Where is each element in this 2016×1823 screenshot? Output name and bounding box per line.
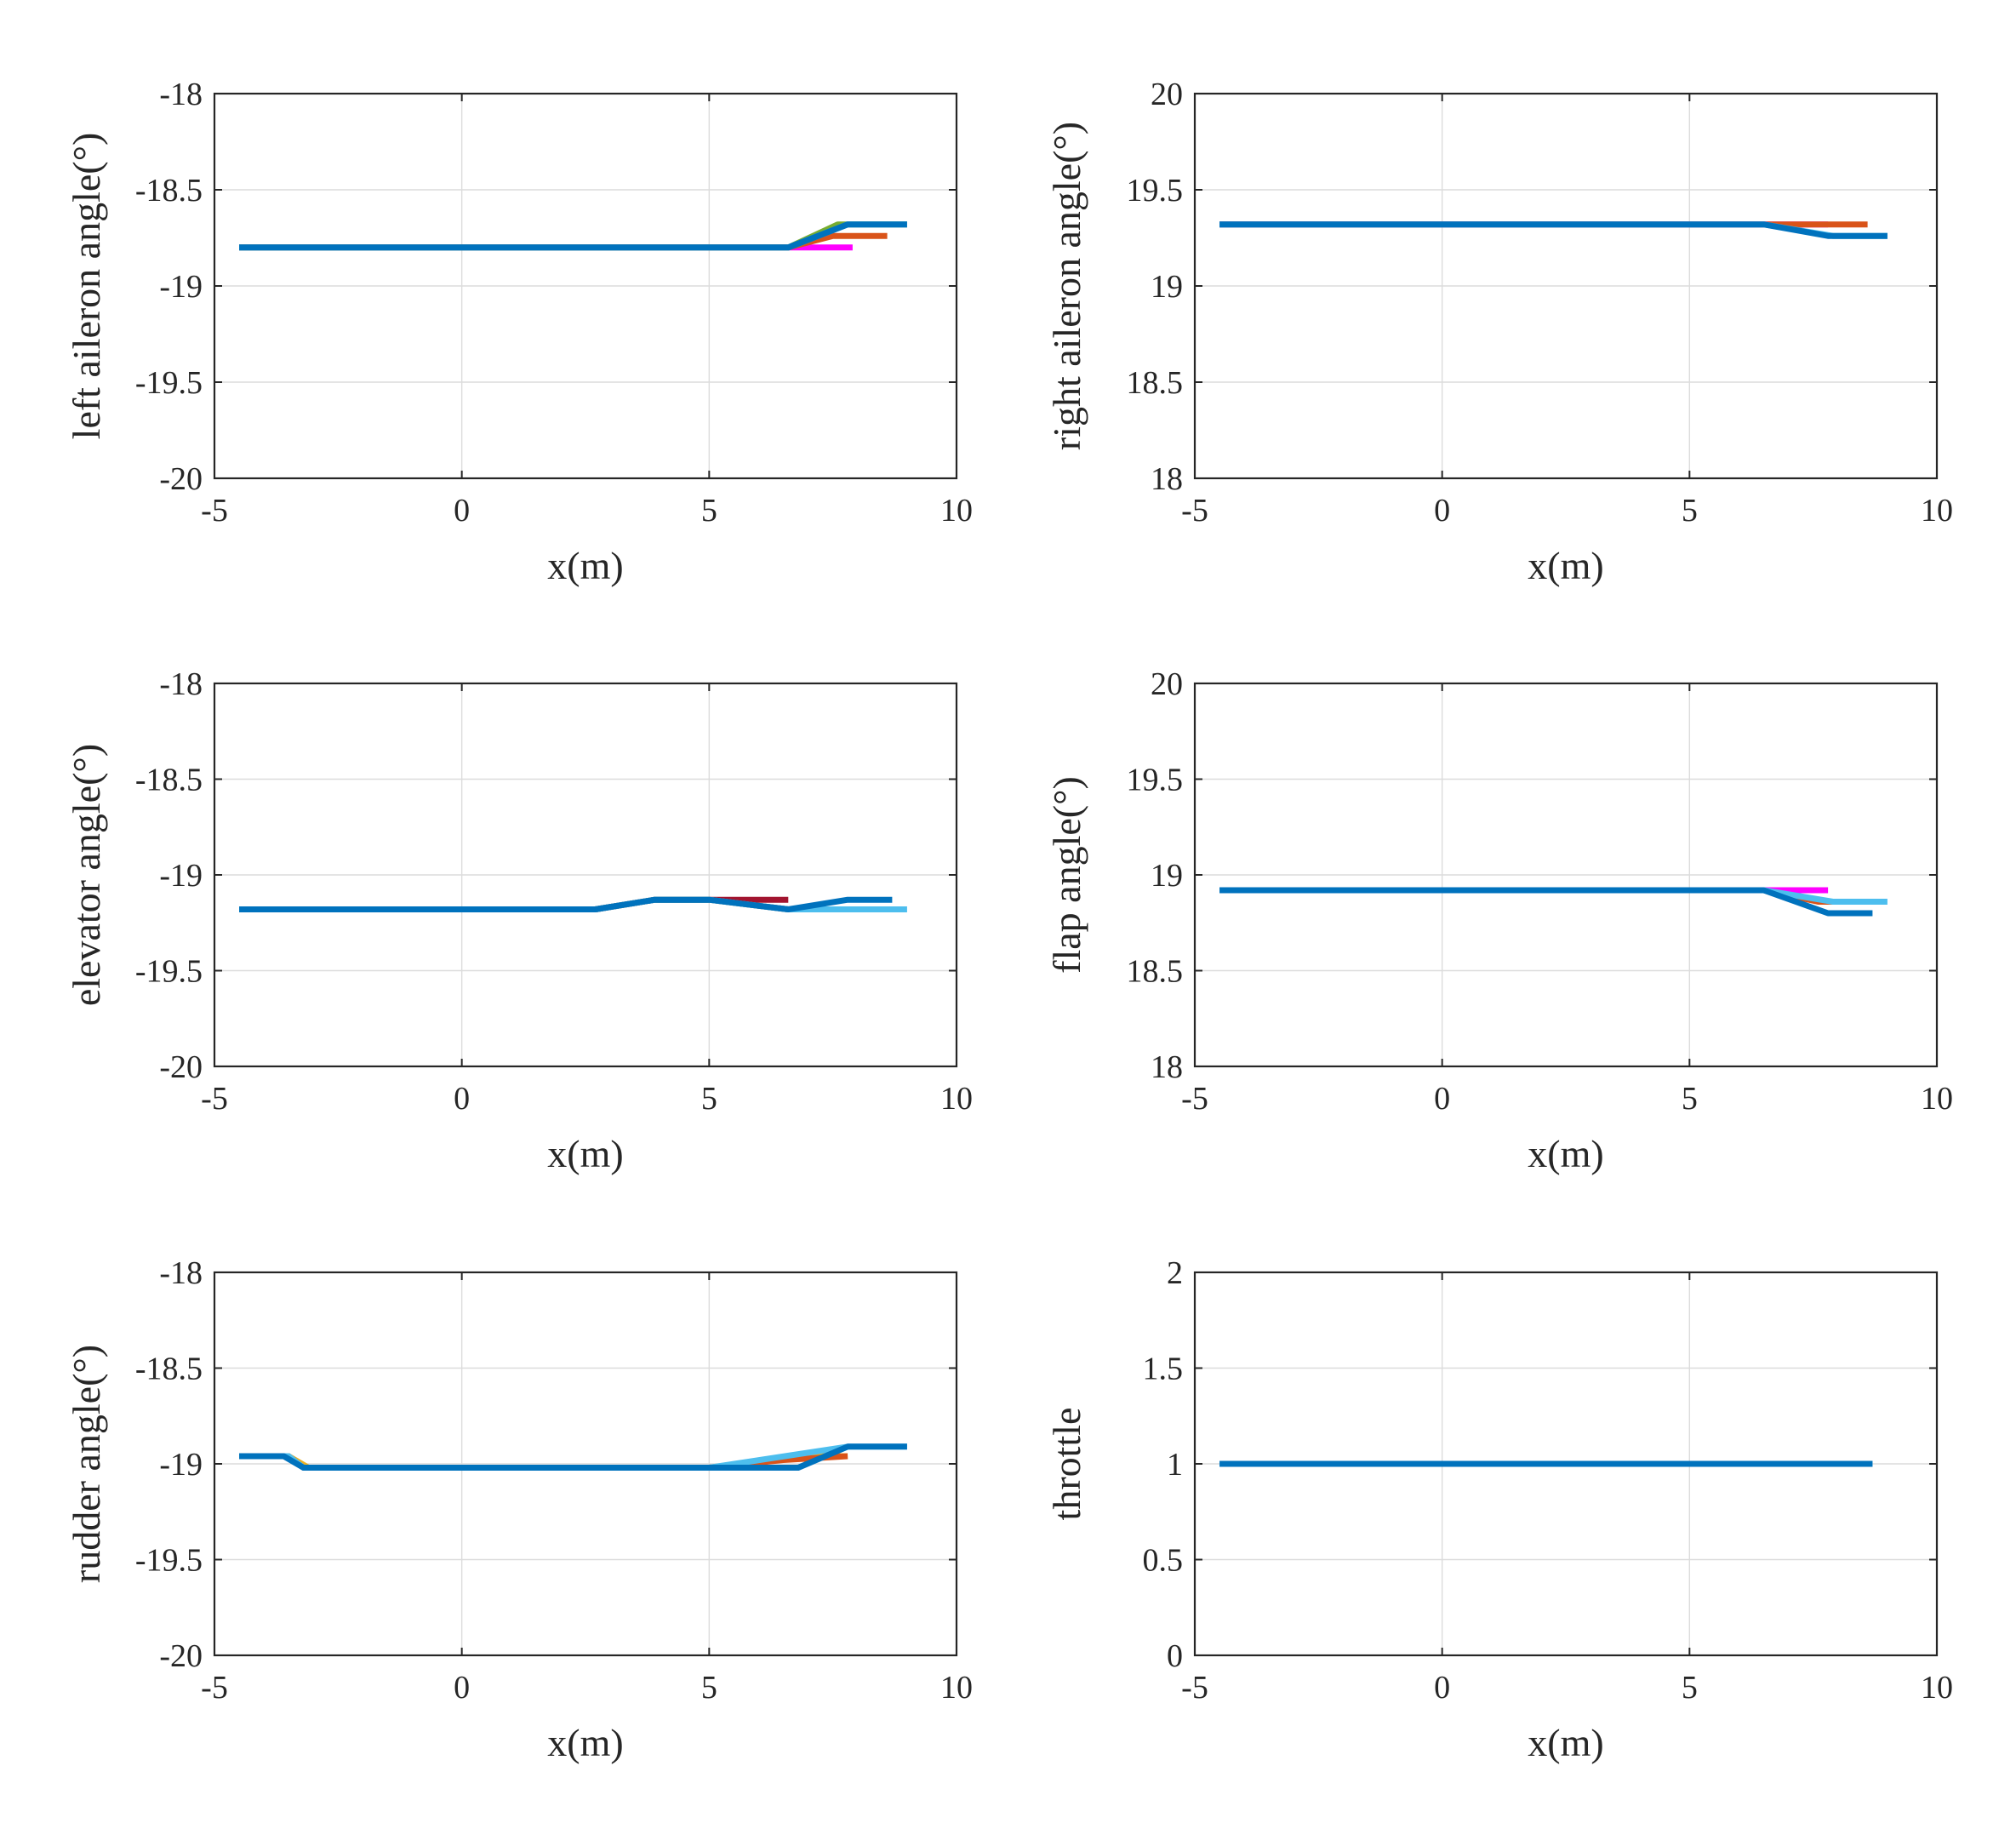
y-tick-label: -19.5 (135, 954, 203, 990)
y-tick-label: -19.5 (135, 1543, 203, 1579)
y-tick-label: -20 (159, 1049, 203, 1085)
y-tick-label: -18.5 (135, 763, 203, 798)
y-tick-label: -18 (159, 77, 203, 112)
x-axis-label: x(m) (547, 1721, 623, 1764)
x-tick-label: 0 (454, 1081, 470, 1117)
y-tick-label: 18 (1151, 461, 1183, 497)
y-tick-label: 20 (1151, 666, 1183, 702)
series-line-run4 (1219, 887, 1873, 917)
y-tick-label: 18 (1151, 1049, 1183, 1085)
x-tick-label: 10 (1921, 1670, 1953, 1706)
x-tick-label: 0 (454, 1670, 470, 1706)
y-tick-label: -20 (159, 461, 203, 497)
x-tick-label: 5 (1682, 1081, 1698, 1117)
y-tick-label: -19 (159, 858, 203, 894)
x-tick-label: -5 (1181, 1670, 1208, 1706)
y-tick-label: 19 (1151, 269, 1183, 305)
x-tick-label: 10 (940, 1670, 973, 1706)
series-line-run6 (239, 221, 907, 251)
x-axis-label: x(m) (547, 544, 623, 587)
y-tick-label: -18.5 (135, 1352, 203, 1387)
x-tick-label: 10 (1921, 493, 1953, 529)
x-tick-label: 5 (701, 493, 717, 529)
y-tick-label: -19 (159, 269, 203, 305)
y-axis-label: flap angle(°) (1045, 776, 1088, 974)
y-axis-label: left aileron angle(°) (65, 133, 108, 440)
x-tick-label: 0 (454, 493, 470, 529)
y-axis-label: elevator angle(°) (65, 744, 108, 1006)
y-tick-label: -18.5 (135, 173, 203, 209)
y-tick-label: 0 (1167, 1638, 1183, 1674)
y-tick-label: -19 (159, 1447, 203, 1483)
series-line-run5 (239, 896, 893, 912)
x-tick-label: 0 (1434, 493, 1450, 529)
y-tick-label: 1 (1167, 1447, 1183, 1483)
chart-rudder: -5 0 5 10 -20 -19.5 -19 -18.5 -18 x(m) rudder angl… (65, 1255, 973, 1764)
y-tick-label: -18 (159, 666, 203, 702)
series-line-run4 (1219, 221, 1888, 239)
y-tick-label: -19.5 (135, 365, 203, 401)
chart-right-aileron: -5 0 5 10 18 18.5 19 19.5 20 x(m) right aileron an… (1045, 77, 1953, 587)
x-tick-label: 5 (701, 1081, 717, 1117)
y-axis-label: rudder angle(°) (65, 1345, 108, 1583)
x-tick-label: 5 (1682, 1670, 1698, 1706)
x-tick-label: 10 (940, 1081, 973, 1117)
x-axis-label: x(m) (1528, 1132, 1603, 1175)
y-tick-label: -18 (159, 1255, 203, 1291)
y-tick-label: 1.5 (1143, 1352, 1184, 1387)
x-tick-label: 10 (940, 493, 973, 529)
x-tick-label: -5 (1181, 493, 1208, 529)
y-axis-label: throttle (1045, 1408, 1088, 1521)
x-tick-label: 10 (1921, 1081, 1953, 1117)
chart-left-aileron: -5 0 5 10 -20 -19.5 -19 -18.5 -18 x(m) left ailero… (65, 77, 973, 587)
x-tick-label: -5 (201, 1670, 228, 1706)
x-tick-label: 5 (701, 1670, 717, 1706)
y-tick-label: 18.5 (1127, 954, 1184, 990)
y-tick-label: 0.5 (1143, 1543, 1184, 1579)
y-tick-label: 19.5 (1127, 173, 1184, 209)
y-axis-label: right aileron angle(°) (1045, 122, 1088, 450)
x-axis-label: x(m) (547, 1132, 623, 1175)
x-tick-label: 0 (1434, 1081, 1450, 1117)
x-tick-label: -5 (201, 1081, 228, 1117)
y-tick-label: 19.5 (1127, 763, 1184, 798)
x-axis-label: x(m) (1528, 1721, 1603, 1764)
x-axis-label: x(m) (1528, 544, 1603, 587)
x-tick-label: 0 (1434, 1670, 1450, 1706)
x-tick-label: -5 (1181, 1081, 1208, 1117)
y-tick-label: 18.5 (1127, 365, 1184, 401)
y-tick-label: 20 (1151, 77, 1183, 112)
y-tick-label: 2 (1167, 1255, 1183, 1291)
y-tick-label: -20 (159, 1638, 203, 1674)
chart-flap: -5 0 5 10 18 18.5 19 19.5 20 x(m) flap angle(°) (1045, 666, 1953, 1175)
y-tick-label: 19 (1151, 858, 1183, 894)
series-line-run4 (239, 1443, 907, 1471)
x-tick-label: -5 (201, 493, 228, 529)
chart-elevator: -5 0 5 10 -20 -19.5 -19 -18.5 -18 x(m) elevator an… (65, 666, 973, 1175)
x-tick-label: 5 (1682, 493, 1698, 529)
